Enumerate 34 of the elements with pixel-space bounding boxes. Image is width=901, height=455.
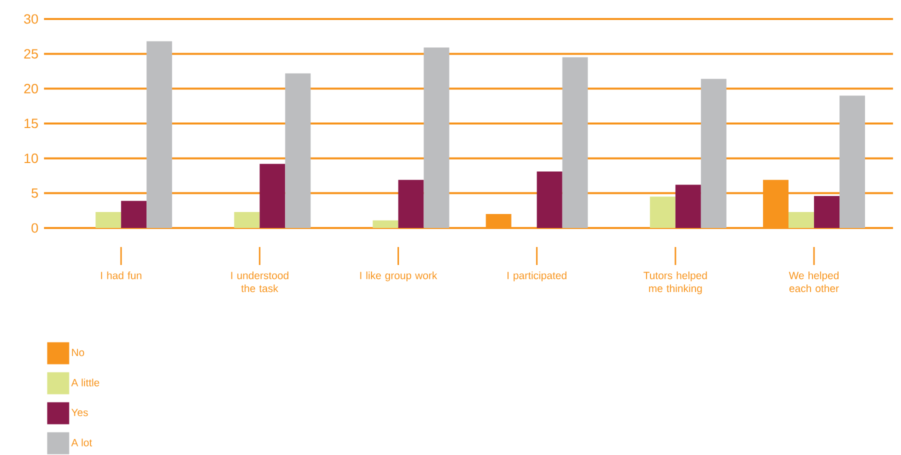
x-tick-label: We helped each other xyxy=(788,272,839,292)
x-tick-label: Tutors helped me thinking xyxy=(644,272,707,294)
bar xyxy=(234,212,260,228)
legend-label: A little xyxy=(71,378,100,386)
x-tick-label: I understood the task xyxy=(231,272,288,292)
x-tick-label: I had fun xyxy=(101,272,142,280)
y-tick-label: 20 xyxy=(24,84,38,94)
bar xyxy=(700,78,726,228)
bar xyxy=(424,48,450,228)
x-tick-label: I participated xyxy=(508,272,566,282)
bar xyxy=(372,220,398,228)
bar xyxy=(121,200,147,228)
bar xyxy=(650,196,676,228)
bar xyxy=(675,184,701,228)
bar xyxy=(814,196,840,228)
bar xyxy=(96,212,122,228)
bar xyxy=(398,180,424,228)
y-tick-label: 5 xyxy=(32,188,38,198)
y-tick-label: 15 xyxy=(24,118,38,128)
y-tick-label: 30 xyxy=(24,14,38,24)
bar xyxy=(788,212,814,228)
legend-label: Yes xyxy=(71,408,88,416)
y-tick-label: 10 xyxy=(24,154,38,164)
bar xyxy=(146,41,172,228)
y-tick-label: 25 xyxy=(24,49,38,59)
y-tick-label: 0 xyxy=(32,223,38,233)
bar xyxy=(840,96,866,228)
bar xyxy=(536,172,562,228)
bar xyxy=(260,164,286,228)
bar xyxy=(285,73,311,228)
x-tick-label: I like group work xyxy=(360,272,438,282)
legend-label: No xyxy=(72,348,84,356)
legend-label: A lot xyxy=(71,438,92,446)
bar xyxy=(562,57,588,228)
